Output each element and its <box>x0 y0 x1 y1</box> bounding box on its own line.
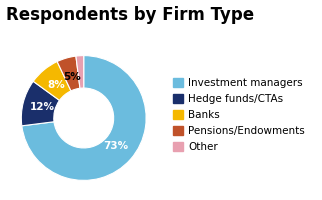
Wedge shape <box>33 62 71 100</box>
Text: 73%: 73% <box>103 141 128 151</box>
Wedge shape <box>57 56 80 91</box>
Text: 5%: 5% <box>63 72 81 82</box>
Text: 8%: 8% <box>48 80 66 90</box>
Wedge shape <box>21 81 60 126</box>
Wedge shape <box>76 56 84 88</box>
Text: 12%: 12% <box>30 102 55 112</box>
Legend: Investment managers, Hedge funds/CTAs, Banks, Pensions/Endowments, Other: Investment managers, Hedge funds/CTAs, B… <box>173 78 305 152</box>
Wedge shape <box>22 56 146 180</box>
Text: Respondents by Firm Type: Respondents by Firm Type <box>6 6 255 24</box>
